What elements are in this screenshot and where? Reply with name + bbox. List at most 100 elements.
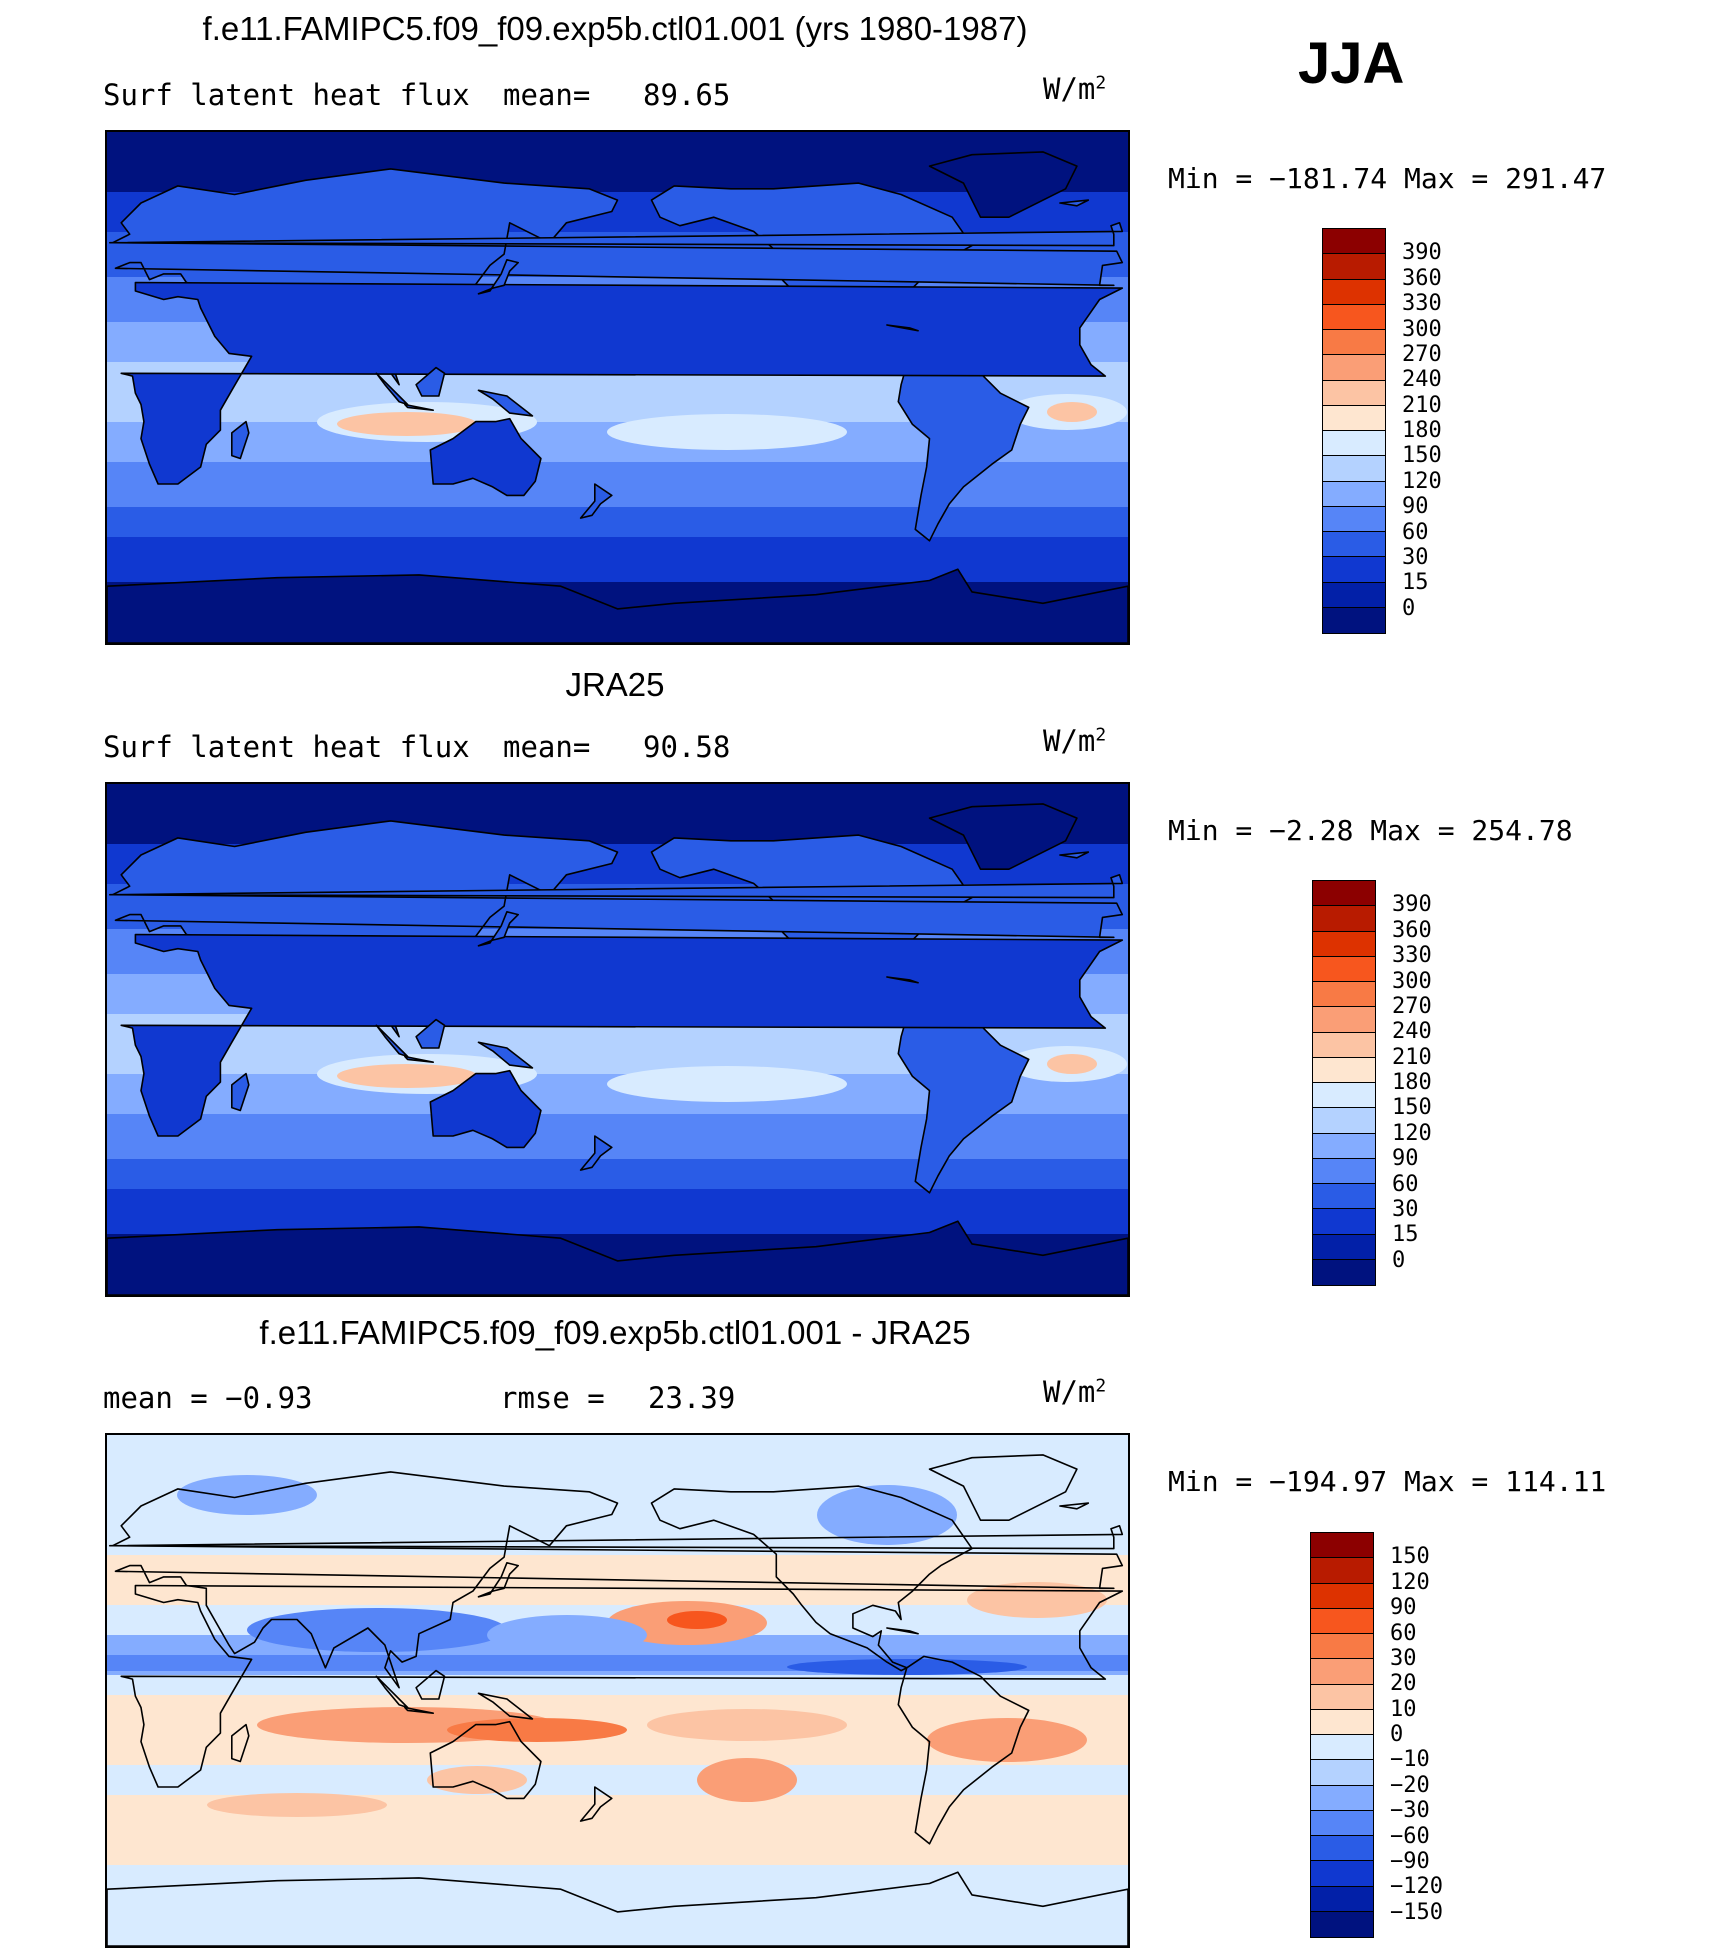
coastline-antarctica	[107, 1220, 1128, 1295]
colorbar-tick-label: 30	[1392, 1196, 1419, 1222]
colorbar-tick-label: 150	[1392, 1095, 1432, 1121]
coastline-new-zealand	[579, 483, 613, 519]
colorbar-tick-label: 150	[1402, 443, 1442, 469]
coastline-sumatra	[375, 1675, 409, 1709]
colorbar-tick-label: −20	[1390, 1772, 1430, 1798]
panel-diff-field	[107, 1435, 1128, 1946]
field-blob	[487, 1615, 647, 1655]
field-blob	[337, 412, 477, 436]
units-exponent: 2	[1095, 1375, 1107, 1397]
units-base: W/m	[1043, 1375, 1096, 1409]
coastline-uk	[108, 1525, 1124, 1550]
field-band	[107, 507, 1128, 537]
colorbar-swatch	[1311, 1760, 1373, 1786]
colorbar-tick-label: 0	[1402, 595, 1416, 621]
colorbar-tick-label: 360	[1402, 265, 1442, 291]
units-base: W/m	[1043, 724, 1096, 758]
colorbar-swatch	[1313, 1158, 1375, 1184]
colorbar-tick-label: −30	[1390, 1798, 1430, 1824]
coastline-sumatra	[375, 1024, 409, 1058]
colorbar-tick-label: 300	[1402, 316, 1442, 342]
panel-model-map	[105, 130, 1130, 645]
panel-diff-rmse-value: 23.39	[648, 1381, 736, 1415]
colorbar-swatch	[1323, 380, 1385, 406]
colorbar-tick-label: 15	[1392, 1222, 1419, 1248]
colorbar-tick-label: −120	[1390, 1874, 1443, 1900]
coastline-borneo	[415, 1669, 446, 1700]
colorbar-swatch	[1323, 506, 1385, 532]
panel-model-field	[107, 132, 1128, 643]
colorbar-tick-label: 60	[1392, 1171, 1419, 1197]
field-blob	[667, 1611, 727, 1629]
colorbar-tick-label: 120	[1392, 1120, 1432, 1146]
panel-obs-colorbar	[1312, 880, 1376, 1286]
field-blob	[647, 1709, 847, 1741]
coastline-sumatra	[375, 372, 409, 406]
colorbar-swatch	[1323, 456, 1385, 482]
colorbar-tick-label: 240	[1402, 367, 1442, 393]
coastline-antarctica	[107, 568, 1128, 643]
coastline-caribbean-cuba	[886, 976, 919, 984]
coastline-caribbean-cuba	[886, 324, 919, 332]
colorbar-swatch	[1313, 1234, 1375, 1260]
panel-diff-rmse-label: rmse =	[500, 1381, 605, 1415]
colorbar-swatch	[1313, 931, 1375, 957]
colorbar-swatch	[1313, 1259, 1375, 1285]
colorbar-swatch	[1311, 1684, 1373, 1710]
colorbar-swatch	[1323, 279, 1385, 305]
colorbar-tick-label: 30	[1402, 544, 1429, 570]
field-blob	[207, 1793, 387, 1817]
panel-obs-variable: Surf latent heat flux	[103, 730, 470, 764]
colorbar-swatch	[1323, 431, 1385, 457]
field-band	[107, 1159, 1128, 1189]
coastline-greenland	[928, 1454, 1078, 1521]
colorbar-swatch	[1311, 1583, 1373, 1609]
colorbar-swatch	[1313, 1108, 1375, 1134]
field-blob	[1047, 402, 1097, 422]
colorbar-tick-label: 330	[1392, 943, 1432, 969]
colorbar-swatch	[1323, 582, 1385, 608]
panel-obs-map	[105, 782, 1130, 1297]
coastline-south-america	[897, 1655, 1030, 1845]
units-exponent: 2	[1095, 72, 1107, 94]
field-blob	[427, 1766, 527, 1794]
coastline-japan	[477, 1562, 520, 1598]
coastline-madagascar	[231, 420, 250, 460]
coastline-new-guinea	[477, 389, 534, 417]
coastline-north-america	[650, 1485, 973, 1672]
coastline-greenland	[928, 803, 1078, 870]
colorbar-swatch	[1311, 1735, 1373, 1761]
colorbar-tick-label: 30	[1390, 1645, 1417, 1671]
colorbar-tick-label: 150	[1390, 1544, 1430, 1570]
units-exponent: 2	[1095, 724, 1107, 746]
colorbar-swatch	[1311, 1785, 1373, 1811]
colorbar-tick-label: 360	[1392, 917, 1432, 943]
colorbar-tick-label: 180	[1402, 418, 1442, 443]
units-base: W/m	[1043, 72, 1096, 106]
colorbar-tick-label: 270	[1402, 341, 1442, 367]
coastline-africa	[120, 281, 1124, 485]
coastline-new-zealand	[579, 1786, 613, 1822]
coastline-caribbean-cuba	[886, 1627, 919, 1635]
coastline-iceland	[1059, 1502, 1090, 1510]
colorbar-swatch	[1313, 1083, 1375, 1109]
coastline-south-america	[897, 1004, 1030, 1194]
colorbar-swatch	[1313, 1032, 1375, 1058]
colorbar-tick-label: −10	[1390, 1747, 1430, 1773]
colorbar-swatch	[1323, 229, 1385, 255]
colorbar-swatch	[1323, 254, 1385, 280]
field-blob	[817, 1485, 957, 1545]
field-blob	[607, 414, 847, 450]
field-blob	[697, 1758, 797, 1802]
colorbar-swatch	[1313, 1209, 1375, 1235]
panel-obs-colorbar-labels: 390 360 330 300 270 240 210 180 150 120 90 60 30 15 0	[1392, 880, 1492, 1286]
colorbar-tick-label: 60	[1390, 1620, 1417, 1646]
colorbar-swatch	[1311, 1810, 1373, 1836]
season-label: JJA	[1298, 31, 1405, 96]
coastline-antarctica	[107, 1871, 1128, 1946]
coastline-madagascar	[231, 1072, 250, 1112]
colorbar-swatch	[1311, 1634, 1373, 1660]
colorbar-tick-label: 15	[1402, 570, 1429, 596]
colorbar-tick-label: 210	[1392, 1044, 1432, 1070]
field-blob	[1047, 1054, 1097, 1074]
